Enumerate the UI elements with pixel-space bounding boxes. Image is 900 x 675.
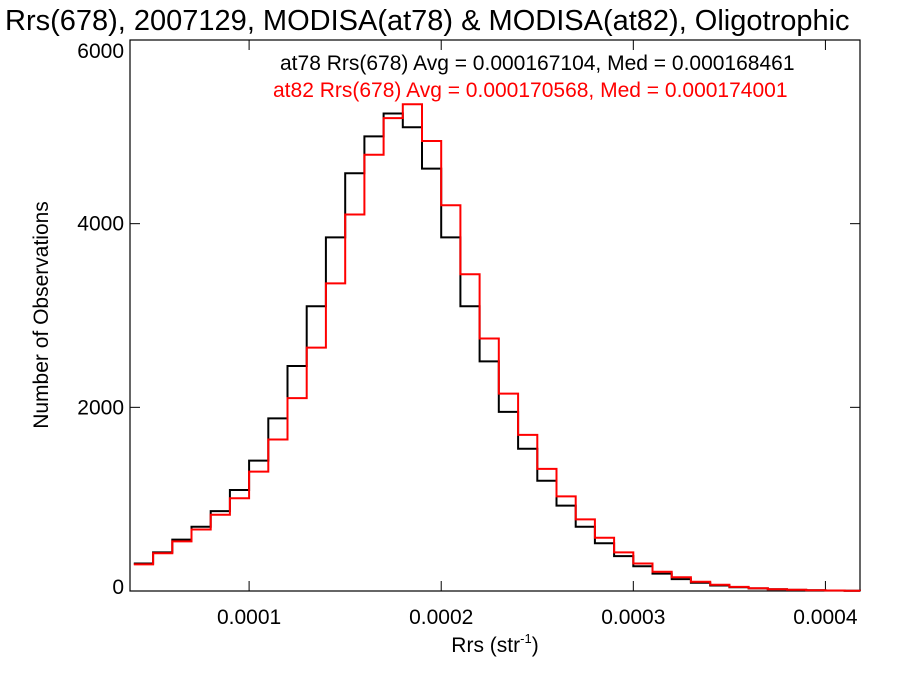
series-line-at78 [133, 112, 861, 592]
plot-frame [129, 39, 861, 592]
y-axis-label: Number of Observations [30, 201, 53, 429]
x-tick-label: 0.0003 [601, 606, 665, 629]
legend-at82: at82 Rrs(678) Avg = 0.000170568, Med = 0… [273, 79, 788, 102]
x-tick-label: 0.0002 [409, 606, 473, 629]
x-axis-label-superscript: -1 [520, 631, 532, 646]
x-tick-label: 0.0001 [217, 606, 281, 629]
series-layer [133, 103, 861, 592]
y-tick-label: 2000 [77, 396, 124, 419]
x-axis-label: Rrs (str-1) [451, 631, 538, 657]
y-axis-ticks: 0 2000 4000 6000 [77, 39, 860, 599]
chart-title: Rrs(678), 2007129, MODISA(at78) & MODISA… [5, 5, 850, 37]
x-tick-label: 0.0004 [793, 606, 858, 629]
y-tick-label: 6000 [77, 40, 124, 63]
x-axis-ticks: 0.0001 0.0002 0.0003 0.0004 [217, 40, 858, 629]
series-line-at82 [133, 103, 861, 592]
legend-at78: at78 Rrs(678) Avg = 0.000167104, Med = 0… [280, 52, 795, 75]
x-axis-label-close: ) [532, 634, 539, 657]
y-tick-label: 0 [112, 576, 124, 599]
y-tick-label: 4000 [77, 213, 124, 236]
x-axis-label-main: Rrs (str [451, 634, 520, 657]
